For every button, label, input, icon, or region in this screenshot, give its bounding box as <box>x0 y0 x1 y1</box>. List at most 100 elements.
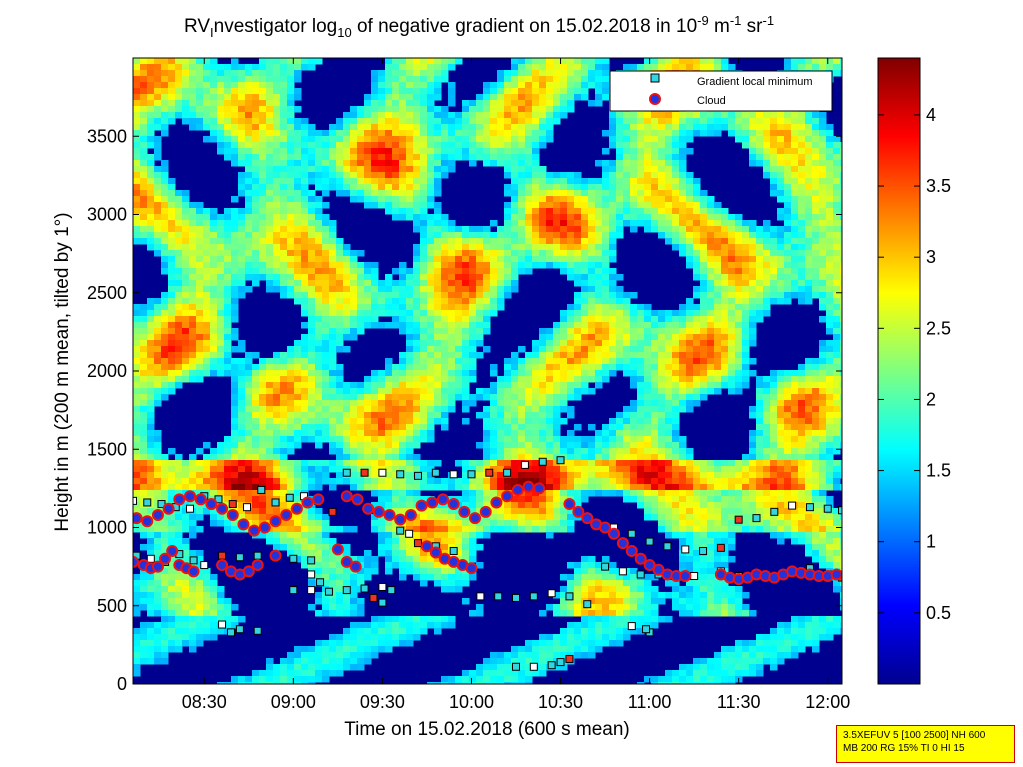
heatmap-cell <box>308 478 316 485</box>
heatmap-cell <box>182 58 190 65</box>
heatmap-cell <box>581 328 589 335</box>
heatmap-cell <box>497 436 505 443</box>
heatmap-cell <box>476 544 484 551</box>
heatmap-cell <box>287 286 295 293</box>
heatmap-cell <box>469 262 477 269</box>
heatmap-cell <box>294 130 302 137</box>
heatmap-cell <box>280 496 288 503</box>
heatmap-cell <box>203 118 211 125</box>
heatmap-cell <box>504 274 512 281</box>
heatmap-cell <box>602 262 610 269</box>
heatmap-cell <box>567 376 575 383</box>
heatmap-cell <box>161 226 169 233</box>
heatmap-cell <box>175 520 183 527</box>
heatmap-cell <box>140 628 148 635</box>
heatmap-cell <box>434 460 442 467</box>
heatmap-cell <box>168 478 176 485</box>
heatmap-cell <box>525 382 533 389</box>
heatmap-cell <box>203 100 211 107</box>
heatmap-cell <box>210 136 218 143</box>
heatmap-cell <box>560 208 568 215</box>
heatmap-cell <box>420 346 428 353</box>
heatmap-cell <box>245 490 253 497</box>
heatmap-cell <box>371 622 379 629</box>
heatmap-cell <box>133 364 141 371</box>
heatmap-cell <box>553 322 561 329</box>
heatmap-cell <box>504 292 512 299</box>
heatmap-cell <box>294 124 302 131</box>
heatmap-cell <box>133 430 141 437</box>
heatmap-cell <box>455 244 463 251</box>
heatmap-cell <box>574 250 582 257</box>
heatmap-cell <box>210 484 218 491</box>
heatmap-cell <box>245 106 253 113</box>
heatmap-cell <box>476 136 484 143</box>
heatmap-cell <box>581 448 589 455</box>
heatmap-cell <box>315 352 323 359</box>
heatmap-cell <box>168 310 176 317</box>
heatmap-cell <box>196 244 204 251</box>
heatmap-cell <box>490 430 498 437</box>
heatmap-cell <box>378 490 386 497</box>
heatmap-cell <box>140 172 148 179</box>
heatmap-cell <box>539 496 547 503</box>
heatmap-cell <box>399 394 407 401</box>
heatmap-cell <box>161 484 169 491</box>
heatmap-cell <box>308 124 316 131</box>
heatmap-cell <box>427 184 435 191</box>
heatmap-cell <box>574 574 582 581</box>
heatmap-cell <box>504 160 512 167</box>
heatmap-cell <box>483 490 491 497</box>
heatmap-cell <box>224 70 232 77</box>
heatmap-cell <box>231 100 239 107</box>
heatmap-cell <box>245 118 253 125</box>
heatmap-cell <box>385 400 393 407</box>
heatmap-cell <box>490 250 498 257</box>
heatmap-cell <box>483 454 491 461</box>
heatmap-cell <box>574 256 582 263</box>
heatmap-cell <box>602 364 610 371</box>
heatmap-cell <box>427 130 435 137</box>
heatmap-cell <box>350 106 358 113</box>
heatmap-cell <box>532 340 540 347</box>
heatmap-cell <box>133 460 141 467</box>
heatmap-cell <box>287 130 295 137</box>
heatmap-cell <box>399 442 407 449</box>
heatmap-cell <box>476 352 484 359</box>
heatmap-cell <box>133 526 141 533</box>
heatmap-cell <box>504 232 512 239</box>
heatmap-cell <box>602 82 610 89</box>
heatmap-cell <box>406 94 414 101</box>
heatmap-cell <box>147 598 155 605</box>
heatmap-cell <box>147 130 155 137</box>
heatmap-cell <box>252 670 260 677</box>
heatmap-cell <box>364 484 372 491</box>
heatmap-cell <box>525 358 533 365</box>
heatmap-cell <box>553 478 561 485</box>
heatmap-cell <box>560 76 568 83</box>
heatmap-cell <box>210 130 218 137</box>
heatmap-cell <box>168 358 176 365</box>
heatmap-cell <box>315 466 323 473</box>
heatmap-cell <box>441 478 449 485</box>
heatmap-cell <box>343 400 351 407</box>
heatmap-cell <box>280 466 288 473</box>
heatmap-cell <box>140 658 148 665</box>
heatmap-cell <box>133 454 141 461</box>
heatmap-cell <box>595 88 603 95</box>
heatmap-cell <box>140 376 148 383</box>
heatmap-cell <box>476 112 484 119</box>
heatmap-cell <box>504 190 512 197</box>
heatmap-cell <box>518 178 526 185</box>
heatmap-cell <box>420 340 428 347</box>
heatmap-cell <box>217 682 225 684</box>
heatmap-cell <box>203 112 211 119</box>
heatmap-cell <box>371 310 379 317</box>
heatmap-cell <box>511 88 519 95</box>
heatmap-cell <box>252 226 260 233</box>
heatmap-cell <box>308 346 316 353</box>
heatmap-cell <box>301 538 309 545</box>
heatmap-cell <box>329 430 337 437</box>
heatmap-cell <box>511 514 519 521</box>
heatmap-cell <box>189 598 197 605</box>
